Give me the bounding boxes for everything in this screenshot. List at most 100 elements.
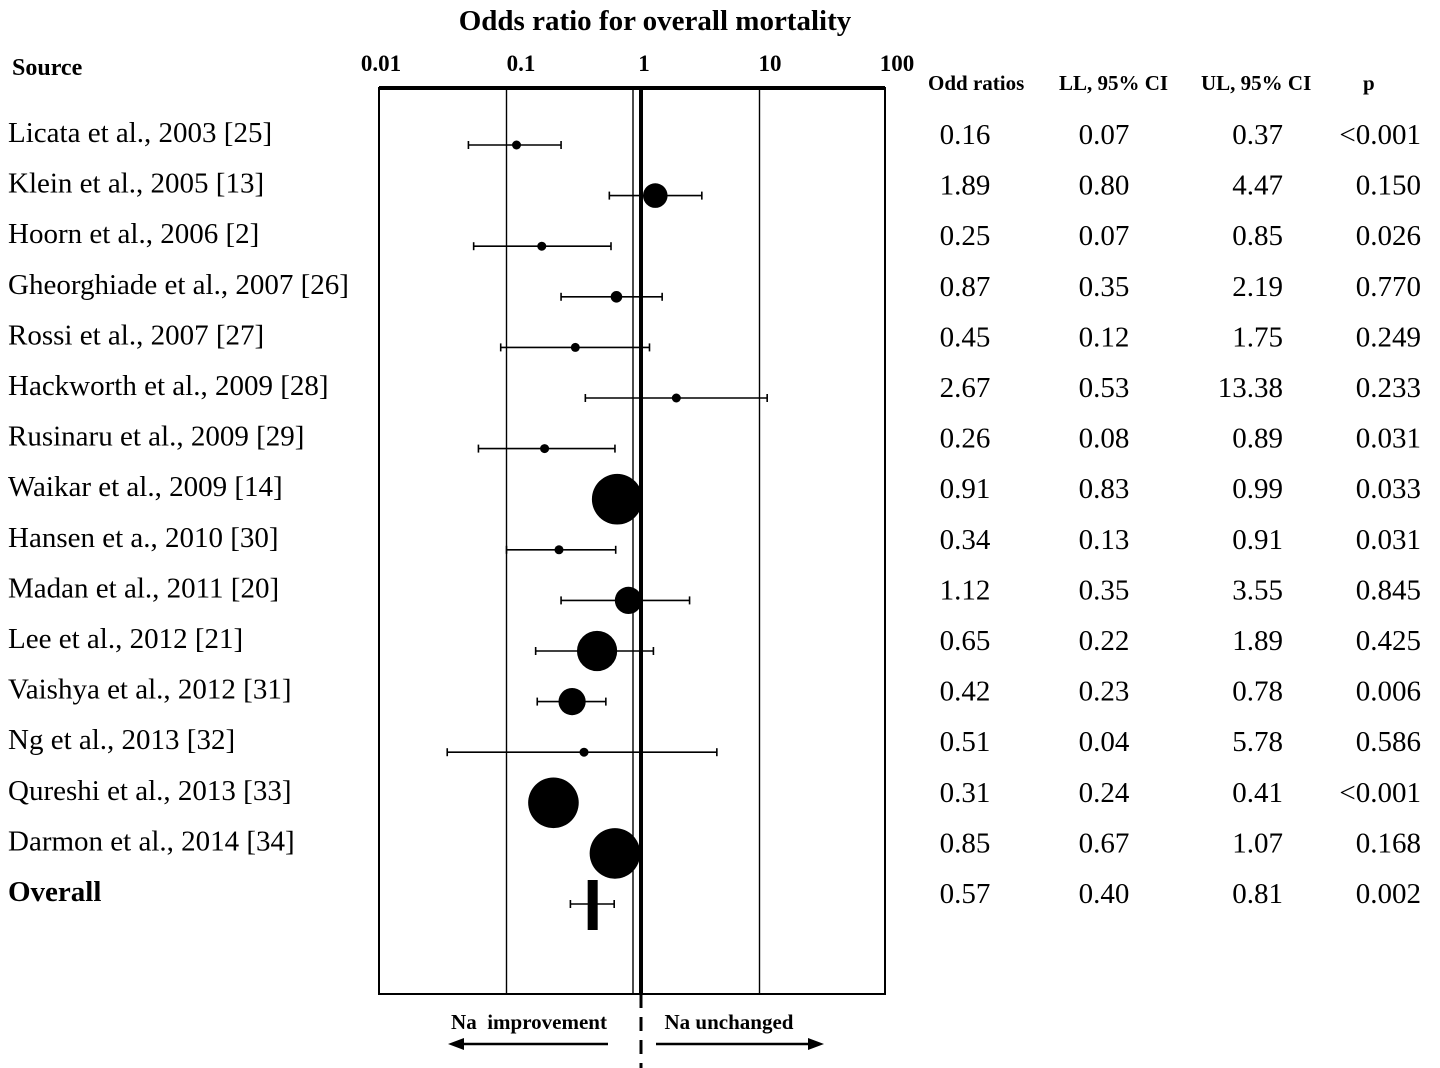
point-estimate: [589, 828, 641, 879]
odds-ratio-value: 0.51: [940, 726, 991, 758]
study-row: Qureshi et al., 2013 [33] 0.31 0.24 0.41 <0.…: [8, 775, 1421, 809]
lower-limit-value: 0.13: [1079, 524, 1130, 556]
study-mark: [505, 545, 617, 555]
odds-ratio-value: 0.34: [940, 524, 991, 556]
upper-limit-value: 4.47: [1232, 170, 1283, 202]
study-mark: [467, 140, 562, 150]
source-header: Source: [12, 55, 83, 81]
odds-ratio-value: 0.16: [940, 119, 991, 151]
study-mark: [446, 747, 718, 757]
p-value: 0.845: [1356, 574, 1421, 606]
pooled-estimate-bar: [587, 880, 598, 930]
lower-limit-value: 0.83: [1079, 473, 1130, 505]
upper-limit-value: 0.78: [1232, 676, 1283, 708]
upper-limit-value: 3.55: [1232, 574, 1283, 606]
study-label: Hackworth et al., 2009 [28]: [8, 370, 329, 402]
lower-limit-header: LL, 95% CI: [1059, 71, 1168, 95]
p-value-header: p: [1363, 71, 1375, 95]
odds-ratio-header: Odd ratios: [928, 71, 1024, 95]
x-tick-label: 100: [880, 51, 915, 76]
x-tick-label: 10: [759, 51, 782, 76]
plot-frame: [378, 86, 886, 995]
odds-ratio-value: 0.91: [940, 473, 991, 505]
point-estimate: [642, 183, 668, 208]
odds-ratio-value: 1.12: [940, 574, 991, 606]
p-value: <0.001: [1339, 777, 1421, 809]
study-label: Darmon et al., 2014 [34]: [8, 825, 295, 857]
study-label: Licata et al., 2003 [25]: [8, 117, 272, 149]
upper-limit-value: 13.38: [1218, 372, 1283, 404]
study-row: Hansen et a., 2010 [30] 0.34 0.13 0.91 0.031: [8, 522, 1421, 556]
p-value: 0.033: [1356, 473, 1421, 505]
study-row: Vaishya et al., 2012 [31] 0.42 0.23 0.78 0.0…: [8, 674, 1421, 708]
p-value: 0.586: [1356, 726, 1421, 758]
point-estimate: [512, 140, 522, 150]
x-tick-labels: 0.01 0.1 1 10 100: [361, 51, 914, 76]
lower-limit-value: 0.07: [1079, 119, 1130, 151]
study-label: Gheorghiade et al., 2007 [26]: [8, 269, 349, 301]
direction-arrows: Na improvement Na unchanged: [448, 1010, 824, 1050]
odds-ratio-value: 0.85: [940, 827, 991, 859]
p-value: 0.233: [1356, 372, 1421, 404]
odds-ratio-value: 2.67: [940, 372, 991, 404]
overall-row: Overall 0.57 0.40 0.81 0.002: [8, 876, 1421, 910]
study-label: Vaishya et al., 2012 [31]: [8, 674, 292, 706]
point-estimate: [591, 473, 643, 525]
study-row: Hoorn et al., 2006 [2] 0.25 0.07 0.85 0.026: [8, 218, 1421, 252]
study-mark: [528, 777, 579, 829]
point-estimate: [540, 444, 550, 454]
odds-ratio-value: 1.89: [940, 170, 991, 202]
point-estimate: [537, 241, 547, 251]
study-row: Rusinaru et al., 2009 [29] 0.26 0.08 0.89 0.…: [8, 421, 1421, 455]
upper-limit-value: 5.78: [1232, 726, 1283, 758]
lower-limit-value: 0.53: [1079, 372, 1130, 404]
upper-limit-value: 1.07: [1232, 827, 1283, 859]
odds-ratio-value: 0.87: [940, 271, 991, 303]
study-mark: [584, 393, 768, 403]
study-row: Klein et al., 2005 [13] 1.89 0.80 4.47 0.150: [8, 168, 1421, 202]
p-value: 0.168: [1356, 827, 1421, 859]
odds-ratio-value: 0.45: [940, 321, 991, 353]
point-estimate: [576, 630, 618, 672]
study-mark: [608, 183, 703, 208]
point-estimate: [554, 545, 564, 555]
study-mark: [477, 444, 616, 454]
x-tick-label: 0.01: [361, 51, 401, 76]
study-label: Madan et al., 2011 [20]: [8, 572, 279, 604]
upper-limit-value: 0.41: [1232, 777, 1283, 809]
arrow-left-head: [448, 1038, 464, 1050]
lower-limit-value: 0.35: [1079, 574, 1130, 606]
odds-ratio-value: 0.26: [940, 423, 991, 455]
study-mark: [536, 688, 607, 716]
upper-limit-value: 0.81: [1232, 878, 1283, 910]
lower-limit-value: 0.67: [1079, 827, 1130, 859]
upper-limit-value: 2.19: [1232, 271, 1283, 303]
p-value: 0.006: [1356, 676, 1421, 708]
study-row: Gheorghiade et al., 2007 [26] 0.87 0.35 2.1…: [8, 269, 1421, 303]
upper-limit-value: 0.85: [1232, 220, 1283, 252]
lower-limit-value: 0.04: [1079, 726, 1130, 758]
point-estimate: [558, 688, 586, 716]
study-label: Rusinaru et al., 2009 [29]: [8, 421, 304, 453]
upper-limit-value: 0.89: [1232, 423, 1283, 455]
study-mark: [591, 473, 643, 525]
odds-ratio-value: 0.65: [940, 625, 991, 657]
lower-limit-value: 0.80: [1079, 170, 1130, 202]
study-label: Rossi et al., 2007 [27]: [8, 319, 264, 351]
upper-limit-value: 1.75: [1232, 321, 1283, 353]
study-row: Madan et al., 2011 [20] 1.12 0.35 3.55 0.845: [8, 572, 1421, 606]
x-tick-label: 1: [638, 51, 650, 76]
p-value: <0.001: [1339, 119, 1421, 151]
upper-limit-value: 0.37: [1232, 119, 1283, 151]
arrow-right-label: Na unchanged: [665, 1010, 794, 1034]
p-value: 0.002: [1356, 878, 1421, 910]
point-estimate: [610, 291, 623, 303]
study-rows: Licata et al., 2003 [25] 0.16 0.07 0.37 <0.0…: [8, 117, 1421, 910]
odds-ratio-value: 0.25: [940, 220, 991, 252]
study-label: Klein et al., 2005 [13]: [8, 168, 264, 200]
point-estimate: [528, 777, 579, 829]
chart-title: Odds ratio for overall mortality: [459, 5, 852, 37]
study-label: Ng et al., 2013 [32]: [8, 724, 235, 756]
study-label: Qureshi et al., 2013 [33]: [8, 775, 292, 807]
